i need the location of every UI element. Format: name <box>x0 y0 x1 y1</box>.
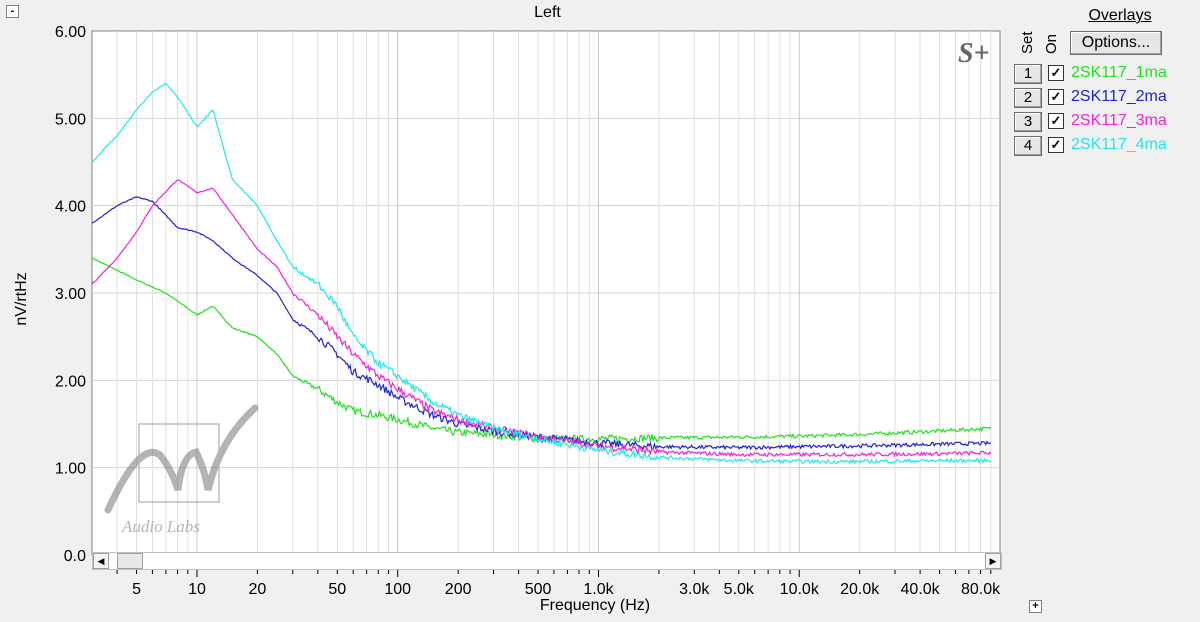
overlay-row: 4 ✓ 2SK117_4ma <box>1014 135 1200 157</box>
x-tick-label: 3.0k <box>679 581 710 598</box>
x-tick-label: 20 <box>249 581 267 598</box>
x-tick-label: 1.0k <box>583 581 614 598</box>
y-tick-label: 0.0 <box>64 548 86 565</box>
x-tick-label: 5.0k <box>724 581 755 598</box>
grid <box>92 31 1000 577</box>
logo-text: Audio Labs <box>121 517 200 536</box>
x-tick-label: 10 <box>188 581 206 598</box>
overlay-name: 2SK117_4ma <box>1071 136 1167 153</box>
overlay-checkbox[interactable]: ✓ <box>1048 89 1064 105</box>
overlays-title: Overlays <box>1088 7 1152 24</box>
y-tick-label: 5.00 <box>55 111 86 128</box>
overlay-set-button[interactable]: 2 <box>1014 88 1042 108</box>
audio-labs-logo: Audio Labs <box>104 404 259 536</box>
scroll-thumb[interactable] <box>117 553 143 569</box>
x-tick-label: 20.0k <box>840 581 880 598</box>
on-column-header: On <box>1043 33 1060 54</box>
overlay-set-button[interactable]: 1 <box>1014 64 1042 84</box>
collapse-button[interactable]: - <box>6 5 19 18</box>
y-tick-label: 3.00 <box>55 286 86 303</box>
y-tick-label: 2.00 <box>55 373 86 390</box>
options-button[interactable]: Options... <box>1070 31 1162 55</box>
overlay-name: 2SK117_2ma <box>1071 88 1167 105</box>
series-layer <box>91 82 992 465</box>
overlay-row: 1 ✓ 2SK117_1ma <box>1014 63 1200 85</box>
x-tick-label: 200 <box>445 581 472 598</box>
x-tick-label: 50 <box>328 581 346 598</box>
y-tick-labels: 0.0 1.00 2.00 3.00 4.00 5.00 6.00 <box>55 24 86 565</box>
x-tick-label: 500 <box>525 581 552 598</box>
series-line-4 <box>91 82 992 465</box>
scroll-right-button[interactable]: ▶ <box>985 553 1001 569</box>
x-tick-label: 100 <box>384 581 411 598</box>
horizontal-scrollbar[interactable]: ◀ ▶ <box>92 552 1002 570</box>
overlay-name: 2SK117_1ma <box>1071 64 1167 81</box>
overlay-checkbox[interactable]: ✓ <box>1048 113 1064 129</box>
x-tick-label: 40.0k <box>901 581 941 598</box>
x-tick-label: 80.0k <box>961 581 1001 598</box>
set-column-header: Set <box>1019 31 1036 54</box>
x-tick-label: 10.0k <box>780 581 820 598</box>
s-plus-mark: S+ <box>958 38 990 69</box>
x-tick-labels: 5 10 20 50 100 200 500 1.0k 3.0k 5.0k 10.0k 20.0k 40… <box>132 581 1001 598</box>
y-tick-label: 6.00 <box>55 24 86 41</box>
expand-button[interactable]: + <box>1029 600 1042 613</box>
scroll-left-button[interactable]: ◀ <box>93 553 109 569</box>
overlay-checkbox[interactable]: ✓ <box>1048 65 1064 81</box>
overlay-set-button[interactable]: 3 <box>1014 112 1042 132</box>
x-axis-label: Frequency (Hz) <box>539 597 651 614</box>
overlay-name: 2SK117_3ma <box>1071 112 1167 129</box>
chart-title: Left <box>534 4 561 21</box>
chart-plot: Audio Labs S+ 0.0 1.00 2.00 3.00 4.00 5.00 6.0… <box>55 24 1001 598</box>
overlay-checkbox[interactable]: ✓ <box>1048 137 1064 153</box>
overlay-row: 2 ✓ 2SK117_2ma <box>1014 87 1200 109</box>
y-axis-label: nV/rtHz <box>13 272 30 326</box>
overlay-set-button[interactable]: 4 <box>1014 136 1042 156</box>
y-tick-label: 1.00 <box>55 461 86 478</box>
overlay-row: 3 ✓ 2SK117_3ma <box>1014 111 1200 133</box>
y-tick-label: 4.00 <box>55 199 86 216</box>
series-line-3 <box>91 179 992 458</box>
x-tick-label: 5 <box>132 581 141 598</box>
